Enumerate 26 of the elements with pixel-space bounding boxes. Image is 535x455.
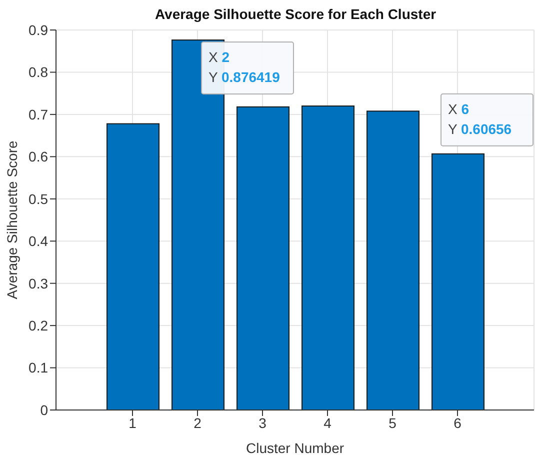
y-tick-label: 0.8 (28, 64, 48, 80)
bar (236, 106, 290, 410)
y-tick-label: 0.9 (28, 22, 48, 38)
chart-title: Average Silhouette Score for Each Cluster (154, 6, 438, 22)
y-tick-label: 0 (40, 402, 48, 418)
x-tick-label: 3 (258, 414, 267, 431)
y-tick-label: 0.1 (28, 360, 48, 376)
y-tick-label: 0.2 (28, 318, 48, 334)
bar (432, 153, 484, 410)
y-tick-label: 0.4 (28, 233, 48, 250)
y-tick-label: 0.7 (28, 106, 48, 122)
annotation: X 2 Y 0.876419 (208, 48, 280, 85)
annotation: X 6 Y 0.60656 (448, 100, 512, 137)
x-tick-label: 2 (194, 414, 202, 431)
bar (302, 106, 354, 410)
x-tick-label: 5 (388, 414, 397, 431)
x-axis-title: Cluster Number (246, 440, 344, 455)
y-tick-label: 0.6 (28, 148, 48, 165)
y-axis-title: Average Silhouette Score (4, 140, 20, 300)
y-tick-label: 0.5 (28, 190, 48, 207)
x-tick-label: 4 (324, 414, 332, 431)
bar (106, 123, 160, 410)
y-tick-label: 0.3 (28, 275, 48, 292)
bar (366, 110, 420, 410)
x-tick-label: 1 (128, 414, 137, 431)
x-tick-label: 6 (454, 414, 462, 431)
